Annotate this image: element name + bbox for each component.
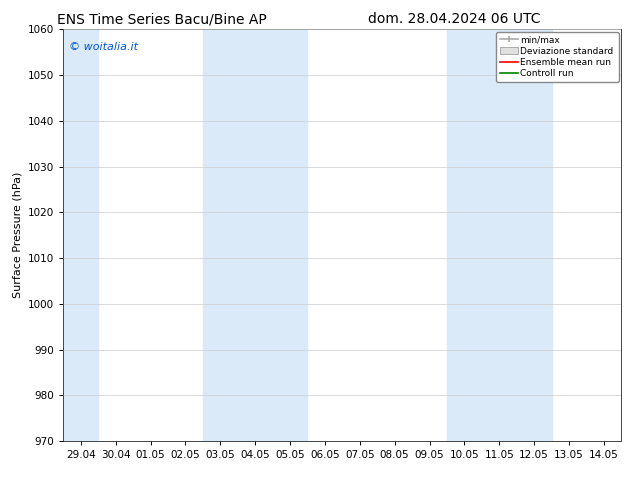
Bar	[63, 29, 98, 441]
Legend: min/max, Deviazione standard, Ensemble mean run, Controll run: min/max, Deviazione standard, Ensemble m…	[496, 32, 619, 82]
Bar	[203, 29, 307, 441]
Text: dom. 28.04.2024 06 UTC: dom. 28.04.2024 06 UTC	[368, 12, 540, 26]
Bar	[447, 29, 552, 441]
Y-axis label: Surface Pressure (hPa): Surface Pressure (hPa)	[13, 172, 23, 298]
Text: © woitalia.it: © woitalia.it	[69, 42, 138, 52]
Text: ENS Time Series Bacu/Bine AP: ENS Time Series Bacu/Bine AP	[56, 12, 266, 26]
